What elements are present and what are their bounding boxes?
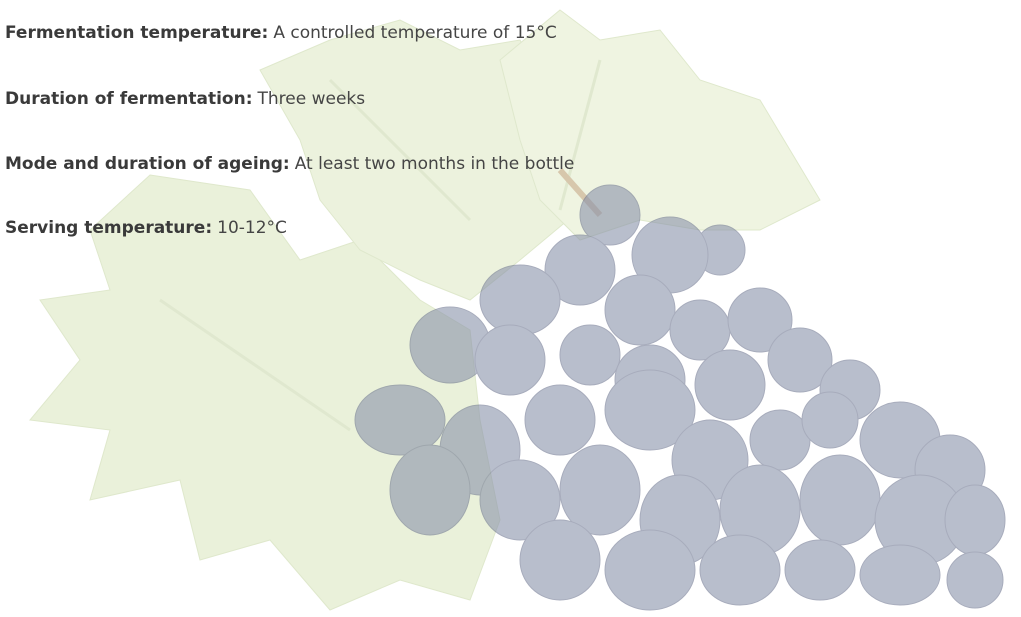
spec-label: Mode and duration of ageing:	[5, 154, 290, 174]
spec-row: Fermentation temperature:A controlled te…	[5, 23, 557, 43]
spec-row: Duration of fermentation:Three weeks	[5, 89, 365, 109]
spec-value: Three weeks	[258, 89, 366, 109]
spec-label: Duration of fermentation:	[5, 89, 253, 109]
spec-label: Serving temperature:	[5, 218, 212, 238]
spec-value: At least two months in the bottle	[295, 154, 575, 174]
spec-row: Mode and duration of ageing:At least two…	[5, 154, 574, 174]
spec-row: Serving temperature:10-12°C	[5, 218, 287, 238]
spec-label: Fermentation temperature:	[5, 23, 268, 43]
spec-value: 10-12°C	[217, 218, 287, 238]
spec-value: A controlled temperature of 15°C	[273, 23, 556, 43]
page: Fermentation temperature:A controlled te…	[0, 0, 1021, 617]
